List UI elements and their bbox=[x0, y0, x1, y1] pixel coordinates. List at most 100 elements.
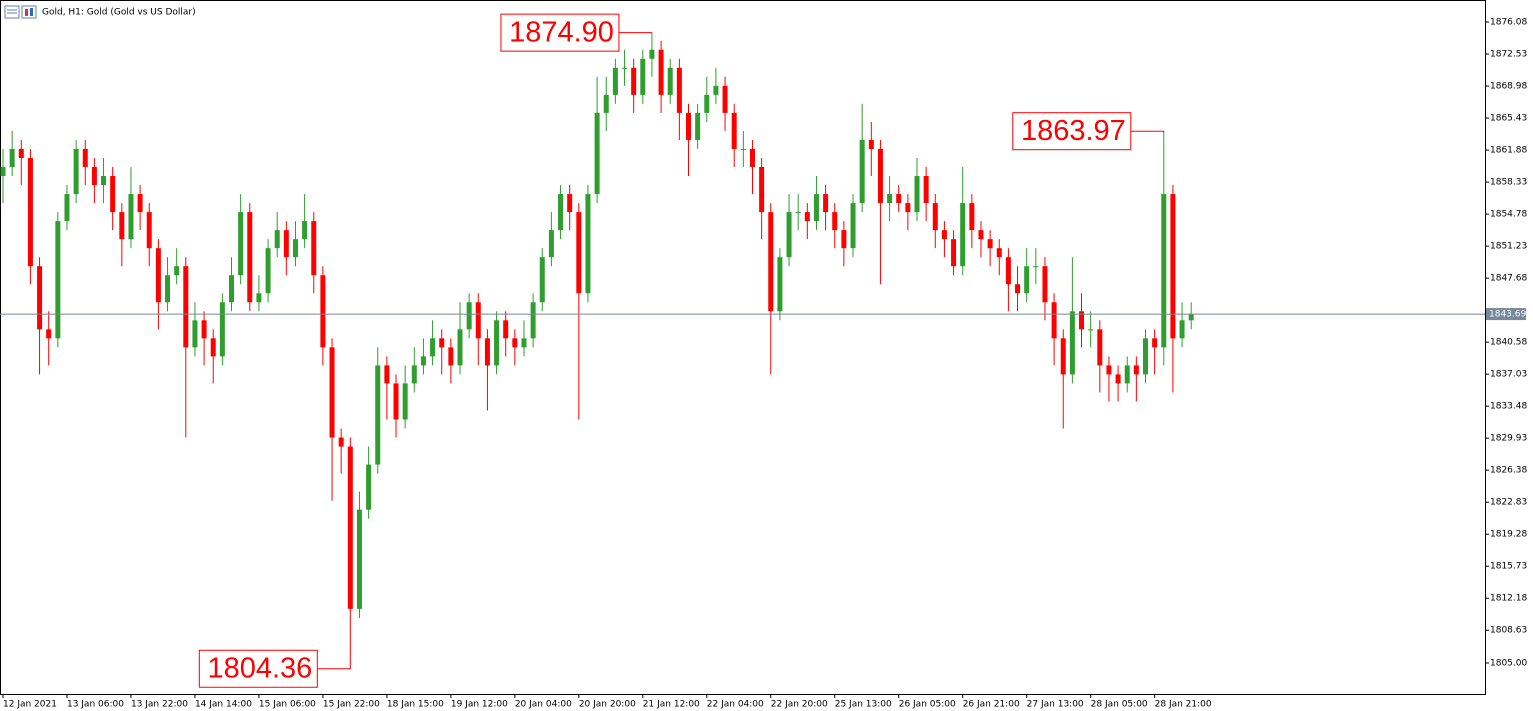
candle-body bbox=[27, 157, 33, 267]
candle-body bbox=[37, 266, 43, 330]
candle-body bbox=[18, 148, 24, 158]
candle-body bbox=[795, 212, 801, 214]
x-tick-label: 18 Jan 15:00 bbox=[387, 700, 444, 710]
candle-body bbox=[1005, 257, 1011, 285]
candle-body bbox=[484, 338, 490, 366]
candle-body bbox=[530, 302, 536, 339]
candle-body bbox=[329, 347, 335, 438]
candle-body bbox=[667, 67, 673, 95]
candle-body bbox=[356, 509, 362, 609]
candle-body bbox=[256, 293, 262, 303]
candle-body bbox=[1161, 194, 1167, 348]
candle-body bbox=[137, 194, 143, 213]
candle-body bbox=[539, 257, 545, 303]
candle-body bbox=[375, 365, 381, 465]
x-tick-label: 22 Jan 04:00 bbox=[707, 700, 764, 710]
candle-body bbox=[603, 94, 609, 113]
candle-body bbox=[567, 194, 573, 213]
window-icon bbox=[4, 5, 37, 19]
candle-body bbox=[119, 212, 125, 240]
x-tick-label: 27 Jan 13:00 bbox=[1027, 700, 1084, 710]
candle-body bbox=[411, 365, 417, 384]
candle-body bbox=[594, 112, 600, 195]
y-tick-label: 1868.98 bbox=[1490, 82, 1527, 92]
candle-body bbox=[448, 347, 454, 366]
candle-body bbox=[46, 329, 52, 339]
x-tick-label: 28 Jan 21:00 bbox=[1155, 700, 1212, 710]
candle-body bbox=[9, 148, 15, 168]
x-tick-label: 12 Jan 2021 bbox=[3, 700, 57, 710]
y-tick-label: 1861.88 bbox=[1490, 146, 1527, 156]
x-tick-label: 20 Jan 20:00 bbox=[579, 700, 636, 710]
plot-frame bbox=[0, 0, 1486, 695]
candle-body bbox=[91, 167, 97, 186]
candle-body bbox=[265, 248, 271, 294]
candle-body bbox=[887, 194, 893, 204]
y-tick-label: 1840.58 bbox=[1490, 338, 1527, 348]
x-tick-label: 21 Jan 12:00 bbox=[643, 700, 700, 710]
candle-body bbox=[1115, 374, 1121, 384]
y-tick-label: 1812.18 bbox=[1490, 594, 1527, 604]
x-tick-label: 15 Jan 22:00 bbox=[323, 700, 380, 710]
candle-body bbox=[1097, 329, 1103, 366]
candle-body bbox=[877, 148, 883, 204]
y-tick-label: 1805.00 bbox=[1490, 658, 1527, 668]
candle-body bbox=[686, 112, 691, 140]
y-tick-label: 1858.33 bbox=[1490, 178, 1527, 188]
candle-body bbox=[201, 320, 207, 339]
candle-body bbox=[996, 248, 1002, 258]
candle-body bbox=[548, 230, 554, 258]
candle-body bbox=[722, 85, 728, 113]
candle-body bbox=[1079, 311, 1085, 330]
candle-body bbox=[731, 112, 737, 149]
y-tick-label: 1808.63 bbox=[1490, 626, 1527, 636]
candle-body bbox=[1042, 266, 1048, 303]
y-tick-label: 1851.23 bbox=[1490, 242, 1527, 252]
candle-body bbox=[229, 275, 234, 303]
y-tick-label: 1865.43 bbox=[1490, 114, 1527, 124]
candle-body bbox=[941, 230, 947, 240]
candle-body bbox=[823, 194, 829, 213]
price-tag bbox=[1486, 308, 1526, 321]
candle-body bbox=[247, 212, 253, 303]
candle-body bbox=[292, 239, 298, 258]
candle-body bbox=[366, 464, 372, 510]
candle-body bbox=[494, 320, 500, 366]
candle-body bbox=[951, 239, 957, 267]
candle-body bbox=[841, 230, 847, 249]
candle-body bbox=[1060, 338, 1066, 375]
x-tick-label: 13 Jan 06:00 bbox=[67, 700, 124, 710]
candle-body bbox=[713, 85, 719, 95]
x-tick-label: 14 Jan 14:00 bbox=[195, 700, 252, 710]
y-tick-label: 1822.83 bbox=[1490, 498, 1527, 508]
candle-body bbox=[1024, 266, 1030, 294]
candle-body bbox=[740, 148, 746, 150]
candle-body bbox=[558, 194, 564, 231]
candle-body bbox=[868, 139, 874, 149]
y-tick-label: 1819.28 bbox=[1490, 530, 1527, 540]
x-tick-label: 26 Jan 21:00 bbox=[963, 700, 1020, 710]
candle-body bbox=[813, 194, 819, 222]
candle-body bbox=[804, 212, 810, 222]
candle-body bbox=[338, 437, 344, 447]
candle-body bbox=[759, 167, 765, 213]
candle-body bbox=[768, 212, 774, 312]
candle-body bbox=[174, 266, 180, 276]
candle-body bbox=[749, 148, 755, 168]
candle-body bbox=[649, 49, 655, 59]
candle-body bbox=[210, 338, 216, 357]
candle-body bbox=[128, 194, 134, 240]
x-tick-label: 20 Jan 04:00 bbox=[515, 700, 572, 710]
x-tick-label: 28 Jan 05:00 bbox=[1091, 700, 1148, 710]
annotation-label: 1863.97 bbox=[1021, 115, 1126, 147]
candle-body bbox=[503, 320, 509, 339]
candle-body bbox=[457, 329, 463, 366]
price-tag-label: 1843.69 bbox=[1489, 310, 1526, 320]
candle-body bbox=[622, 67, 628, 69]
y-tick-label: 1847.68 bbox=[1490, 274, 1527, 284]
x-tick-label: 26 Jan 05:00 bbox=[899, 700, 956, 710]
candle-body bbox=[960, 203, 966, 267]
candle-body bbox=[1069, 311, 1075, 375]
candle-body bbox=[676, 67, 682, 113]
